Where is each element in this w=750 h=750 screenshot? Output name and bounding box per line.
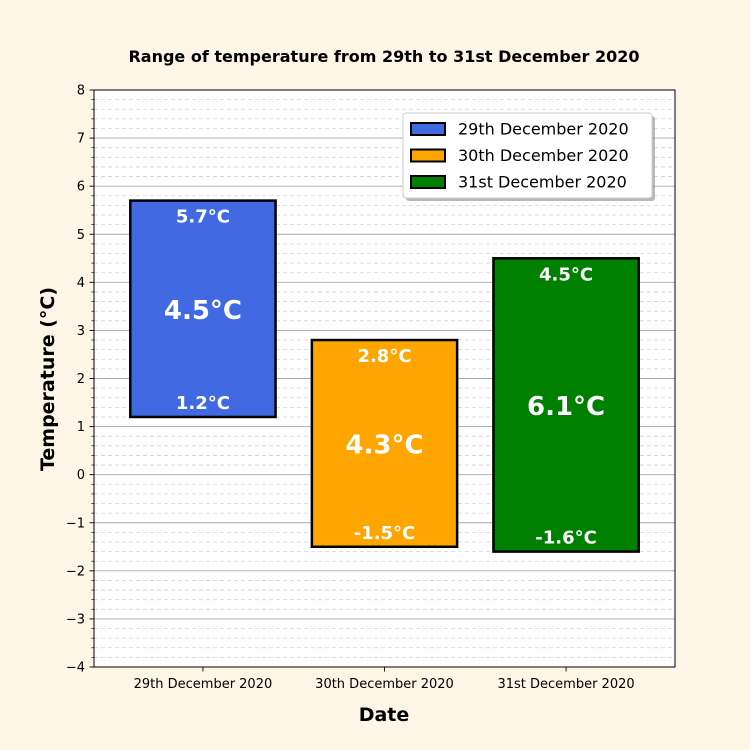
bars: 5.7°C 1.2°C 4.5°C 2.8°C -1.5°C 4.3°C 4.5°C -1.6… [129, 199, 640, 553]
chart-title: Range of temperature from 29th to 31st D… [128, 47, 639, 66]
y-axis-label: Temperature (°C) [37, 287, 59, 471]
y-tick-label: −2 [66, 564, 85, 579]
y-tick-label: 7 [77, 132, 85, 147]
y-tick-label: 1 [77, 420, 85, 435]
x-tick-label: 30th December 2020 [315, 677, 454, 692]
high-value-label: 5.7°C [176, 207, 230, 228]
y-tick-label: 2 [77, 372, 85, 387]
y-tick-label: −1 [66, 516, 85, 531]
x-axis-label: Date [359, 704, 410, 726]
y-tick-label: −3 [66, 612, 85, 627]
high-value-label: 2.8°C [357, 346, 411, 367]
legend-entry: 30th December 2020 [458, 146, 629, 165]
legend-swatch [410, 122, 446, 136]
y-tick-label: 5 [77, 228, 85, 243]
y-tick-label: 0 [77, 468, 85, 483]
low-value-label: -1.5°C [354, 523, 416, 544]
range-bar [310, 338, 459, 549]
y-tick-label: 3 [77, 324, 85, 339]
x-tick-label: 29th December 2020 [134, 677, 273, 692]
range-value-label: 4.5°C [164, 296, 242, 326]
legend-entry: 29th December 2020 [458, 120, 629, 139]
y-tick-label: −4 [66, 661, 85, 676]
range-bar [129, 199, 277, 419]
legend-swatch [410, 175, 446, 189]
axes: −4 −3 −2 −1 0 1 2 3 4 5 6 7 8 29th December 2020 30th … [66, 84, 635, 693]
range-value-label: 6.1°C [527, 392, 605, 422]
range-bar [492, 257, 640, 553]
y-tick-label: 6 [77, 180, 85, 195]
legend-swatch [410, 148, 446, 163]
high-value-label: 4.5°C [539, 264, 593, 285]
y-tick-label: 8 [77, 84, 85, 99]
x-tick-label: 31st December 2020 [497, 677, 634, 692]
low-value-label: 1.2°C [176, 393, 230, 414]
legend: 29th December 2020 30th December 2020 31st… [402, 112, 655, 201]
range-value-label: 4.3°C [345, 430, 423, 460]
y-tick-label: 4 [77, 276, 85, 291]
legend-box [402, 112, 653, 199]
legend-entry: 31st December 2020 [458, 173, 627, 192]
low-value-label: -1.6°C [535, 528, 597, 549]
